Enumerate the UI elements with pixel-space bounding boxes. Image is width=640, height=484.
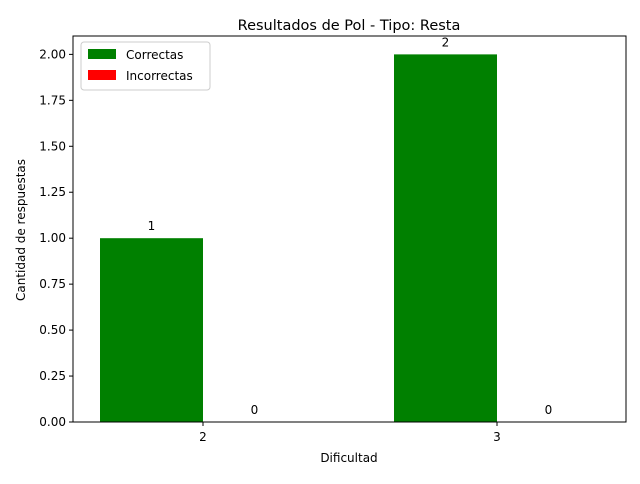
bar-correctas-2 [100, 238, 203, 422]
legend-swatch-incorrectas [88, 70, 116, 80]
y-tick-label: 0.00 [39, 415, 66, 429]
plot-area: 1 0 2 0 0.00 0.25 0.50 0.75 1.00 1.25 1.50 1.75 2.00… [39, 35, 627, 444]
plot-frame [72, 35, 627, 423]
data-label-incorrectas-2: 0 [251, 403, 259, 417]
y-axis-label: Cantidad de respuestas [14, 159, 28, 301]
bar-correctas-3 [394, 54, 497, 422]
data-label-correctas-3: 2 [442, 35, 450, 49]
y-tick-label: 1.00 [39, 231, 66, 245]
legend-swatch-correctas [88, 49, 116, 59]
y-tick-label: 0.25 [39, 369, 66, 383]
chart-title: Resultados de Pol - Tipo: Resta [238, 18, 461, 34]
x-tick-label: 2 [199, 430, 207, 444]
y-tick-label: 0.75 [39, 277, 66, 291]
y-tick-label: 1.75 [39, 93, 66, 107]
y-tick-label: 1.25 [39, 185, 66, 199]
x-tick-label: 3 [493, 430, 501, 444]
data-label-correctas-2: 1 [148, 219, 156, 233]
y-tick-label: 1.50 [39, 139, 66, 153]
legend-label-incorrectas: Incorrectas [126, 69, 193, 83]
legend: Correctas Incorrectas [80, 41, 211, 91]
y-tick-label: 2.00 [39, 47, 66, 61]
x-axis-label: Dificultad [320, 451, 377, 465]
legend-label-correctas: Correctas [126, 48, 183, 62]
y-tick-label: 0.50 [39, 323, 66, 337]
data-label-incorrectas-3: 0 [545, 403, 553, 417]
